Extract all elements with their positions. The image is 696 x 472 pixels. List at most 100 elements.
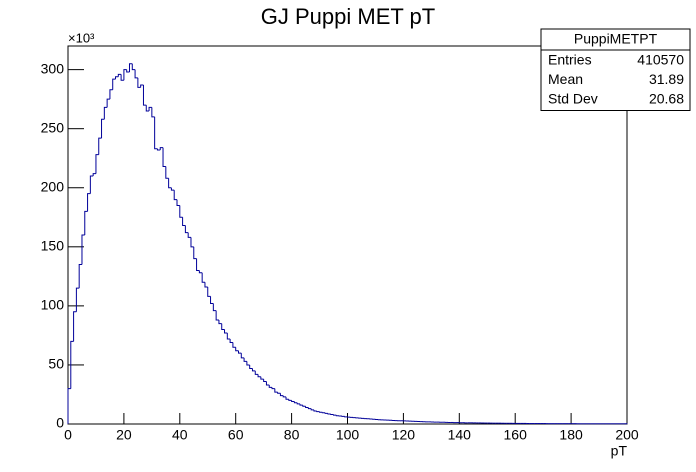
- histogram-bin: [229, 338, 233, 343]
- x-tick-label: 100: [336, 427, 360, 443]
- y-multiplier: ×10³: [68, 30, 95, 45]
- histogram-bin: [95, 154, 99, 174]
- histogram-bin: [254, 370, 259, 375]
- histogram-bin: [196, 258, 200, 271]
- stats-label: Std Dev: [548, 90, 598, 106]
- histogram-bin: [218, 320, 222, 325]
- histogram-bin: [263, 379, 267, 382]
- histogram-bin: [224, 329, 228, 334]
- x-tick-label: 160: [504, 427, 528, 443]
- histogram-bin: [212, 303, 217, 312]
- histogram-bin: [170, 187, 175, 191]
- histogram-bin: [148, 106, 152, 111]
- x-tick-label: 0: [64, 427, 72, 443]
- histogram-bin: [75, 287, 80, 312]
- histogram-bin: [243, 357, 247, 362]
- histogram-bin: [120, 74, 124, 81]
- histogram-bin: [240, 353, 245, 359]
- histogram-bin: [307, 407, 312, 410]
- histogram-bin: [81, 234, 85, 265]
- y-tick-label: 100: [41, 297, 65, 313]
- histogram-bin: [179, 205, 183, 218]
- histogram-bin: [131, 63, 136, 71]
- stats-title: PuppiMETPT: [574, 31, 658, 47]
- histogram-bin: [137, 77, 141, 88]
- histogram-bin: [168, 178, 172, 189]
- histogram-bin: [126, 69, 130, 73]
- histogram-bin: [321, 412, 326, 414]
- histogram-bin: [78, 264, 82, 289]
- histogram-bin: [279, 393, 284, 397]
- histogram-bin: [103, 106, 108, 120]
- histogram-bin: [226, 333, 231, 340]
- histogram-bin: [70, 340, 74, 389]
- y-tick-label: 0: [56, 415, 64, 431]
- histogram-bin: [173, 190, 178, 201]
- x-tick-label: 180: [559, 427, 583, 443]
- histogram-bin: [182, 217, 186, 227]
- histogram-bin: [159, 147, 164, 150]
- histogram-bin: [316, 411, 320, 413]
- stats-box: [540, 28, 691, 111]
- histogram-bin: [106, 98, 110, 108]
- chart-title: GJ Puppi MET pT: [261, 4, 435, 29]
- histogram-bin: [282, 395, 287, 398]
- histogram-bin: [140, 84, 144, 88]
- x-tick-label: 40: [172, 427, 188, 443]
- y-tick-label: 300: [41, 60, 65, 76]
- histogram-bin: [156, 148, 161, 151]
- stats-value: 410570: [637, 51, 684, 67]
- histogram-bin: [235, 347, 239, 352]
- histogram-bin: [176, 199, 180, 206]
- histogram-bin: [327, 413, 331, 415]
- histogram-bin: [98, 137, 102, 155]
- histogram-bin: [134, 69, 138, 79]
- histogram-bin: [344, 416, 348, 418]
- histogram-bin: [265, 381, 270, 386]
- histogram-bin: [73, 311, 77, 342]
- histogram-bin: [277, 392, 281, 394]
- histogram-bin: [109, 89, 113, 100]
- x-tick-label: 200: [615, 427, 639, 443]
- histogram-bin: [299, 403, 303, 406]
- y-tick-label: 200: [41, 178, 65, 194]
- histogram-bin: [333, 414, 337, 416]
- histogram-bin: [274, 388, 278, 393]
- histogram-bin: [128, 63, 133, 72]
- histogram-bin: [151, 107, 155, 118]
- histogram-bin: [154, 116, 158, 150]
- y-tick-label: 250: [41, 119, 65, 135]
- histogram-bin: [190, 237, 194, 248]
- histogram-bin: [142, 84, 147, 106]
- histogram-bin: [92, 173, 96, 176]
- histogram-bin: [184, 225, 189, 234]
- histogram-bin: [201, 272, 205, 283]
- histogram-bin: [123, 69, 127, 81]
- histogram-bin: [313, 409, 317, 412]
- histogram-bin: [204, 282, 208, 288]
- x-axis-label: pT: [611, 443, 628, 459]
- histogram-bin: [237, 350, 242, 354]
- x-tick-label: 140: [448, 427, 472, 443]
- histogram-bin: [335, 415, 340, 417]
- histogram-bin: [330, 413, 334, 416]
- histogram-bin: [324, 412, 328, 414]
- stats-value: 31.89: [649, 71, 684, 87]
- stats-value: 20.68: [649, 90, 684, 106]
- histogram-bin: [293, 401, 298, 404]
- histogram-bin: [207, 286, 211, 297]
- histogram-bin: [84, 210, 88, 235]
- histogram-bin: [215, 310, 219, 321]
- stats-label: Mean: [548, 71, 583, 87]
- histogram-bin: [260, 376, 264, 380]
- histogram-bin: [302, 405, 306, 407]
- histogram-bin: [251, 368, 256, 372]
- histogram-bin: [89, 175, 94, 194]
- histogram-bin: [249, 364, 253, 369]
- x-tick-label: 120: [392, 427, 416, 443]
- histogram-bin: [198, 270, 203, 274]
- y-tick-label: 150: [41, 238, 65, 254]
- histogram-bin: [117, 73, 122, 77]
- y-tick-label: 50: [48, 356, 64, 372]
